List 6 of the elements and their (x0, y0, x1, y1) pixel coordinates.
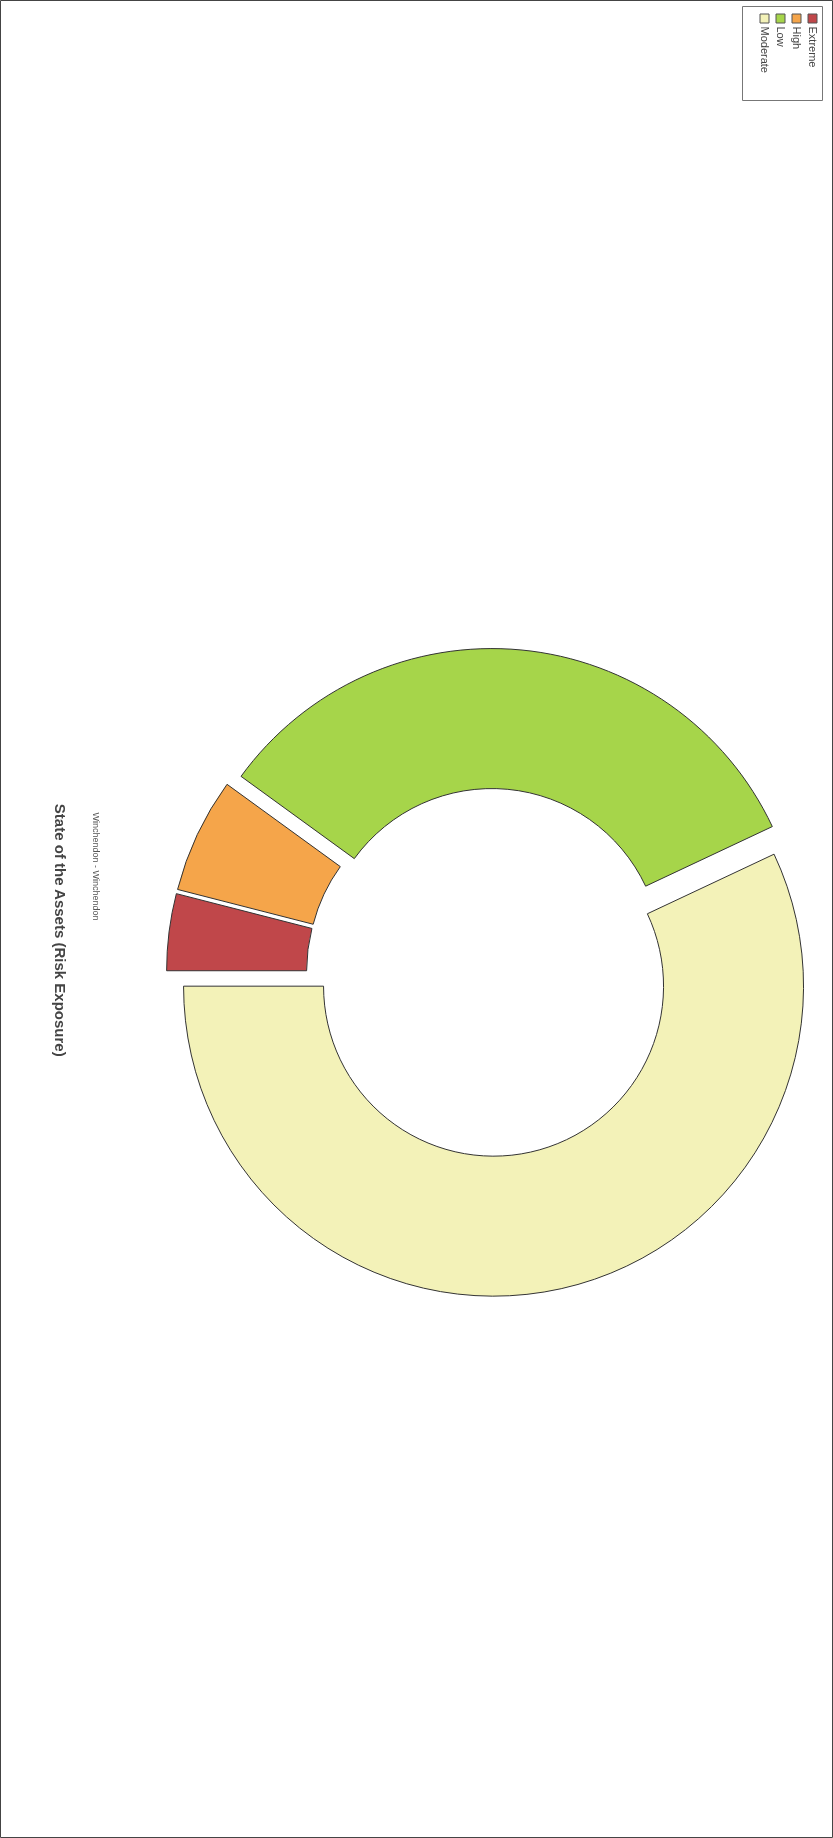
text: State of the Assets (Risk Exposure) (52, 803, 69, 1057)
legend-label: Extreme (806, 26, 819, 68)
legend-label: Low (774, 26, 787, 47)
legend-label: Moderate (758, 26, 771, 73)
text: Winchendon - Winchendon (90, 812, 101, 921)
legend-label: High (790, 26, 803, 50)
